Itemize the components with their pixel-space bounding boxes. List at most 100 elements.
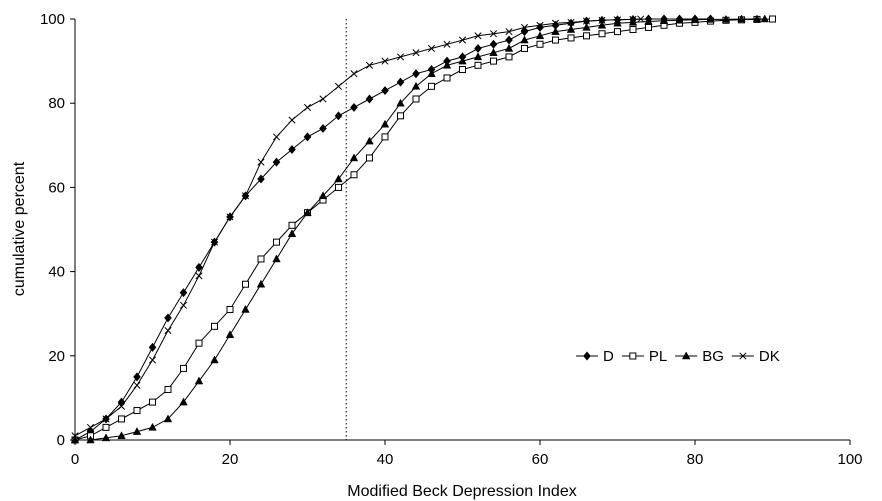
series-bg-point xyxy=(566,25,576,33)
series-dk-point xyxy=(443,40,451,48)
series-dk-point xyxy=(637,15,645,23)
legend-label-d: D xyxy=(603,348,614,365)
series-bg-point xyxy=(675,15,684,24)
series-pl-point xyxy=(428,82,435,90)
x-tick-label: 40 xyxy=(377,451,394,468)
series-d-point xyxy=(412,69,420,79)
series-dk-point xyxy=(474,32,482,40)
series-dk-point xyxy=(195,272,203,280)
series-bg-point xyxy=(117,431,126,440)
series-dk-point xyxy=(288,116,296,124)
series-bg-point xyxy=(365,136,374,145)
plot-area xyxy=(74,19,850,441)
series-pl-point xyxy=(536,40,544,48)
series-pl-point xyxy=(288,221,296,229)
series-bg-point xyxy=(520,35,529,44)
series-bg-point xyxy=(163,414,173,423)
series-d-point xyxy=(195,262,203,272)
series-dk-point xyxy=(102,415,110,423)
series-bg-point xyxy=(241,304,250,313)
series-bg-point xyxy=(396,98,405,107)
x-axis-ticks: 0 20 40 60 80 100 xyxy=(71,440,863,468)
series-bg-point xyxy=(535,31,545,40)
series-dk-point xyxy=(319,95,327,103)
legend-marker-d xyxy=(583,351,591,361)
series-pl-point xyxy=(490,57,497,65)
series-dk-point xyxy=(164,326,172,335)
series-d xyxy=(71,14,715,445)
legend-item-pl: PL xyxy=(621,348,667,365)
series-d-point xyxy=(334,111,343,121)
y-tick-label: 20 xyxy=(48,348,65,365)
y-tick-label: 100 xyxy=(40,11,65,28)
series-pl-point xyxy=(769,15,776,23)
series-bg-point xyxy=(706,14,715,23)
series-bg-point xyxy=(737,14,746,23)
series-pl-point xyxy=(180,364,187,372)
series-bg-point xyxy=(179,397,188,406)
series-pl-point xyxy=(211,322,218,330)
series-dk xyxy=(71,15,645,440)
legend-marker-pl xyxy=(629,352,637,360)
series-pl-point xyxy=(226,305,234,313)
legend-label-bg: BG xyxy=(702,348,724,365)
series-pl-point xyxy=(412,95,420,103)
series-d-point xyxy=(520,27,529,37)
series-bg-point xyxy=(380,119,390,128)
series-bg-point xyxy=(473,52,483,61)
y-tick-label: 40 xyxy=(48,264,65,281)
series-pl-point xyxy=(645,23,652,31)
series-pl-point xyxy=(505,53,513,61)
series-dk-line xyxy=(74,18,641,437)
series-bg-point xyxy=(489,48,498,56)
series-dk-point xyxy=(257,158,265,166)
series-pl-point xyxy=(102,423,110,431)
series-pl-point xyxy=(629,26,637,34)
series-dk-point xyxy=(396,53,405,61)
series-dk-point xyxy=(210,238,219,246)
series-bg-point xyxy=(644,17,653,25)
series-bg-point xyxy=(70,435,80,444)
series-pl-point xyxy=(118,415,125,423)
series-bg-point xyxy=(349,153,359,162)
series-dk-point xyxy=(598,16,606,24)
series-bg-point xyxy=(411,81,421,90)
series-d-point xyxy=(365,94,374,104)
series-dk-point xyxy=(489,30,498,38)
series-dk-point xyxy=(365,61,374,69)
series-d-point xyxy=(164,313,172,323)
series-pl-point xyxy=(567,34,575,42)
y-axis-title: cumulative percent xyxy=(11,161,28,296)
series-dk-point xyxy=(350,70,358,78)
series-dk-point xyxy=(613,16,622,24)
y-tick-label: 80 xyxy=(48,95,65,112)
series-dk-point xyxy=(117,402,126,410)
series-dk-point xyxy=(629,15,637,23)
series-pl-point xyxy=(149,398,156,406)
series-pl-point xyxy=(195,339,203,347)
legend-marker-dk xyxy=(739,352,747,360)
series-dk-point xyxy=(582,17,591,25)
y-axis-ticks: 0 20 40 60 80 100 xyxy=(40,11,75,449)
series-pl-point xyxy=(273,238,280,246)
series-dk-point xyxy=(381,57,389,65)
series-d-point xyxy=(272,157,281,167)
series-dk-point xyxy=(567,18,575,26)
series-pl-point xyxy=(474,61,482,69)
series-dk-point xyxy=(551,19,560,27)
series-pl-point xyxy=(614,28,621,36)
x-tick-label: 100 xyxy=(837,451,862,468)
series-bg-point xyxy=(690,15,700,24)
series-pl-point xyxy=(257,255,265,263)
series-bg-point xyxy=(458,56,467,65)
series-bg-point xyxy=(210,355,219,364)
series-pl-point xyxy=(366,154,373,162)
series-d-point xyxy=(179,288,188,298)
series-pl-point xyxy=(583,32,590,40)
series-d-point xyxy=(257,174,265,184)
x-tick-label: 60 xyxy=(532,451,549,468)
series-pl-point xyxy=(335,183,342,191)
series-dk-point xyxy=(458,36,467,44)
legend-label-dk: DK xyxy=(759,348,780,365)
series-bg-point xyxy=(427,69,436,77)
